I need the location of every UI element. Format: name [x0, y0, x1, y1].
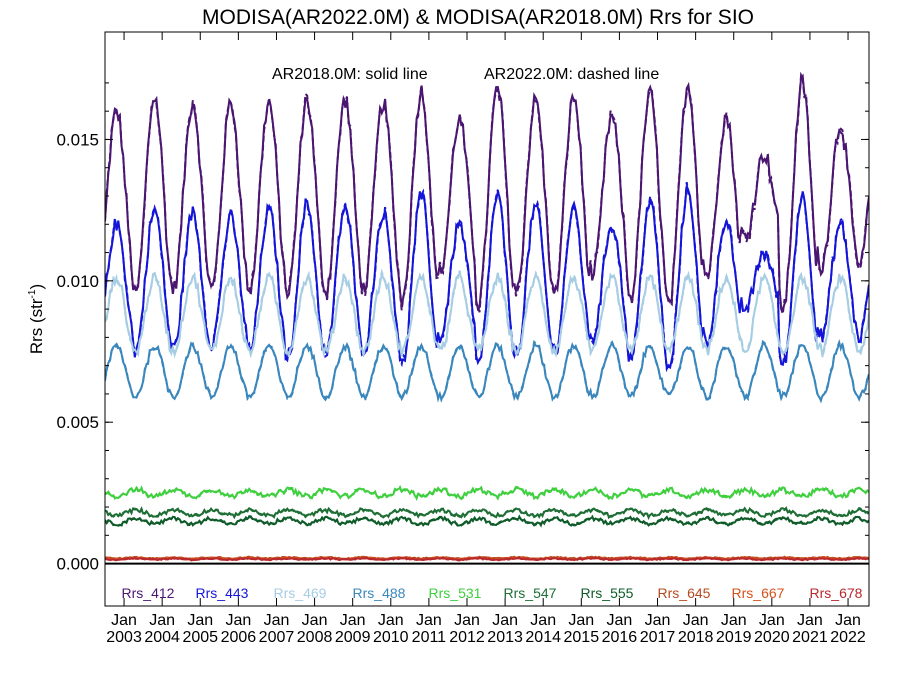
x-tick-year-4: 2007 [259, 629, 295, 646]
series-line-solid-Rrs_443 [105, 185, 869, 371]
x-tick-month-0: Jan [111, 612, 137, 629]
x-tick-month-2: Jan [187, 612, 213, 629]
x-tick-year-19: 2022 [830, 629, 866, 646]
y-axis-label: Rrs (str-1) [27, 284, 46, 354]
legend-item-Rrs_547: Rrs_547 [504, 585, 557, 601]
series-line-solid-Rrs_678 [105, 556, 869, 562]
series-line-solid-Rrs_555 [105, 515, 869, 527]
x-tick-month-12: Jan [568, 612, 594, 629]
y-tick-label-0: 0.000 [56, 555, 99, 574]
legend-item-Rrs_531: Rrs_531 [429, 585, 482, 601]
x-tick-month-18: Jan [797, 612, 823, 629]
x-tick-month-15: Jan [683, 612, 709, 629]
x-tick-year-10: 2013 [487, 629, 523, 646]
y-tick-label-2: 0.010 [56, 272, 99, 291]
legend-item-Rrs_469: Rrs_469 [274, 585, 327, 601]
x-tick-year-13: 2016 [602, 629, 638, 646]
x-tick-year-15: 2018 [678, 629, 714, 646]
legend-item-Rrs_678: Rrs_678 [810, 585, 863, 601]
x-tick-year-7: 2010 [373, 629, 409, 646]
x-tick-month-19: Jan [835, 612, 861, 629]
x-tick-year-9: 2012 [449, 629, 485, 646]
x-tick-month-8: Jan [416, 612, 442, 629]
x-tick-year-3: 2006 [221, 629, 257, 646]
x-tick-month-3: Jan [225, 612, 251, 629]
x-tick-year-0: 2003 [106, 629, 142, 646]
legend-item-Rrs_443: Rrs_443 [196, 585, 249, 601]
x-tick-year-2: 2005 [182, 629, 218, 646]
x-tick-year-8: 2011 [412, 629, 447, 646]
legend-item-Rrs_555: Rrs_555 [581, 585, 634, 601]
y-tick-label-3: 0.015 [56, 130, 99, 149]
x-tick-year-6: 2009 [335, 629, 371, 646]
x-tick-year-11: 2014 [525, 629, 561, 646]
series-line-solid-Rrs_488 [105, 340, 869, 403]
x-tick-month-1: Jan [149, 612, 175, 629]
chart-title: MODISA(AR2022.0M) & MODISA(AR2018.0M) Rr… [202, 6, 754, 29]
x-tick-year-18: 2021 [792, 629, 828, 646]
x-tick-year-5: 2008 [297, 629, 333, 646]
x-tick-month-13: Jan [607, 612, 633, 629]
x-tick-month-16: Jan [721, 612, 747, 629]
legend-item-Rrs_645: Rrs_645 [658, 585, 711, 601]
x-tick-year-1: 2004 [144, 629, 180, 646]
x-tick-year-16: 2019 [716, 629, 752, 646]
y-tick-label-1: 0.005 [56, 413, 99, 432]
series-line-solid-Rrs_531 [105, 485, 869, 501]
x-tick-year-12: 2015 [564, 629, 600, 646]
series-line-solid-Rrs_469 [105, 270, 869, 359]
series-layer [105, 71, 869, 562]
x-tick-month-17: Jan [759, 612, 785, 629]
x-tick-month-4: Jan [264, 612, 290, 629]
annotation-dashed: AR2022.0M: dashed line [484, 66, 659, 83]
x-tick-month-5: Jan [302, 612, 328, 629]
series-line-solid-Rrs_547 [105, 506, 869, 519]
legend-item-Rrs_488: Rrs_488 [353, 585, 406, 601]
annotation-solid: AR2018.0M: solid line [272, 66, 428, 83]
x-tick-month-9: Jan [454, 612, 480, 629]
x-tick-month-7: Jan [378, 612, 404, 629]
legend-item-Rrs_667: Rrs_667 [732, 585, 785, 601]
y-axis: 0.000 0.005 0.010 0.015 [56, 82, 869, 574]
x-tick-month-11: Jan [530, 612, 556, 629]
x-axis: Jan2003Jan2004Jan2005Jan2006Jan2007Jan20… [106, 32, 866, 646]
x-tick-year-14: 2017 [640, 629, 676, 646]
x-tick-year-17: 2020 [754, 629, 790, 646]
x-tick-month-6: Jan [340, 612, 366, 629]
legend-item-Rrs_412: Rrs_412 [122, 585, 175, 601]
plot-frame [104, 31, 870, 607]
x-tick-month-10: Jan [492, 612, 518, 629]
series-line-solid-Rrs_412 [105, 73, 869, 312]
legend: Rrs_412 Rrs_443 Rrs_469 Rrs_488 Rrs_531 Rrs_5… [122, 585, 863, 601]
x-tick-month-14: Jan [645, 612, 671, 629]
